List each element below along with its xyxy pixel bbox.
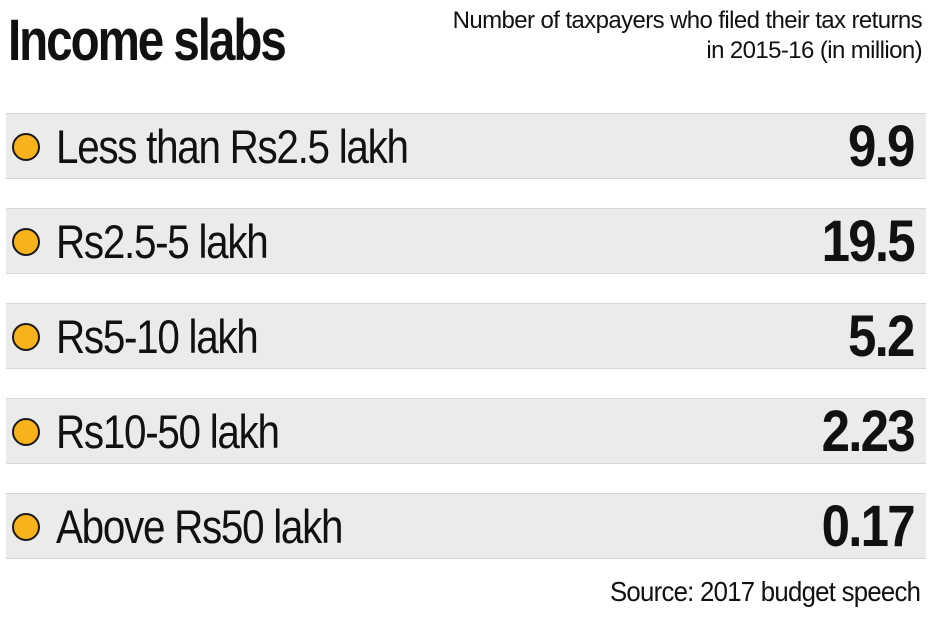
row-value: 9.9 xyxy=(848,114,915,179)
table-row: Less than Rs2.5 lakh 9.9 xyxy=(6,113,926,179)
chart-subtitle: Number of taxpayers who filed their tax … xyxy=(452,7,923,64)
row-label: Rs10-50 lakh xyxy=(56,405,280,458)
bullet-icon xyxy=(12,133,40,161)
bullet-icon xyxy=(12,418,40,446)
table-row: Rs10-50 lakh 2.23 xyxy=(6,398,926,464)
row-label: Above Rs50 lakh xyxy=(56,500,344,553)
table-row: Rs2.5-5 lakh 19.5 xyxy=(6,208,926,274)
table-row: Above Rs50 lakh 0.17 xyxy=(6,493,926,559)
table-row: Rs5-10 lakh 5.2 xyxy=(6,303,926,369)
bullet-icon xyxy=(12,323,40,351)
chart-title: Income slabs xyxy=(8,8,287,73)
row-label: Rs2.5-5 lakh xyxy=(56,215,269,268)
row-value: 19.5 xyxy=(821,209,916,274)
row-label: Less than Rs2.5 lakh xyxy=(56,120,409,173)
bullet-icon xyxy=(12,228,40,256)
source-note: Source: 2017 budget speech xyxy=(609,576,921,607)
row-value: 0.17 xyxy=(821,494,916,559)
row-value: 2.23 xyxy=(821,399,916,464)
row-label: Rs5-10 lakh xyxy=(56,310,259,363)
bullet-icon xyxy=(12,513,40,541)
row-value: 5.2 xyxy=(848,304,915,369)
